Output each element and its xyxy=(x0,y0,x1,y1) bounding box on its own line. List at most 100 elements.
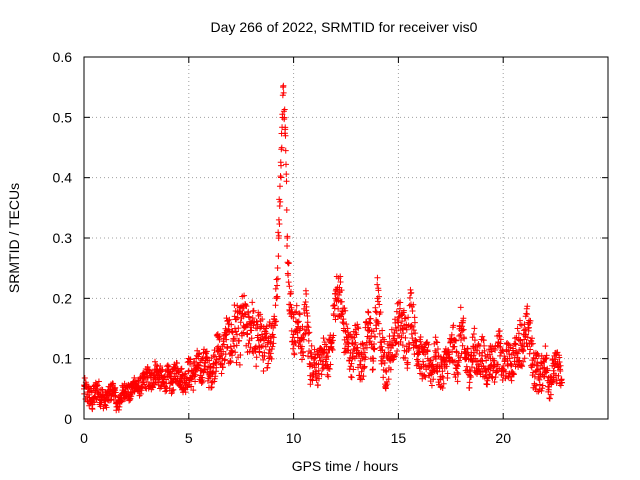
data-point xyxy=(515,358,522,365)
data-point xyxy=(236,361,243,368)
data-point xyxy=(378,360,385,367)
data-point xyxy=(314,381,321,388)
data-point xyxy=(245,340,252,347)
data-point xyxy=(526,350,533,357)
data-point xyxy=(491,361,498,368)
data-point xyxy=(280,89,287,96)
data-point xyxy=(427,357,434,364)
data-point xyxy=(467,373,474,380)
data-point xyxy=(211,375,218,382)
data-point xyxy=(134,382,141,389)
data-point xyxy=(428,382,435,389)
data-point xyxy=(552,372,559,379)
data-point xyxy=(274,275,281,282)
data-point xyxy=(349,355,356,362)
data-point xyxy=(366,319,373,326)
data-point xyxy=(110,385,117,392)
data-point xyxy=(336,289,343,296)
data-point xyxy=(196,350,203,357)
data-point xyxy=(507,344,514,351)
data-point xyxy=(283,171,290,178)
data-point xyxy=(458,336,465,343)
data-point xyxy=(273,295,280,302)
data-point xyxy=(340,325,347,332)
data-point xyxy=(319,365,326,372)
data-point xyxy=(277,173,284,180)
data-point xyxy=(170,386,177,393)
data-point xyxy=(358,350,365,357)
data-point xyxy=(461,348,468,355)
data-point xyxy=(231,335,238,342)
data-point xyxy=(260,356,267,363)
data-point xyxy=(372,333,379,340)
data-point xyxy=(440,380,447,387)
data-point xyxy=(335,291,342,298)
data-point xyxy=(554,361,561,368)
data-point xyxy=(347,363,354,370)
data-point xyxy=(373,325,380,332)
x-tick-label: 20 xyxy=(495,430,511,446)
data-point xyxy=(261,349,268,356)
data-point xyxy=(481,342,488,349)
data-point xyxy=(274,282,281,289)
data-point xyxy=(412,330,419,337)
data-point xyxy=(531,373,538,380)
data-point xyxy=(487,355,494,362)
data-point xyxy=(510,370,517,377)
data-point xyxy=(352,339,359,346)
data-point xyxy=(529,361,536,368)
data-point xyxy=(381,338,388,345)
data-point xyxy=(521,343,528,350)
data-point xyxy=(257,311,264,318)
data-point xyxy=(254,332,261,339)
data-point xyxy=(527,346,534,353)
data-point xyxy=(357,361,364,368)
data-point xyxy=(304,319,311,326)
data-point xyxy=(335,305,342,312)
data-point xyxy=(212,373,219,380)
data-point xyxy=(497,336,504,343)
data-point xyxy=(340,320,347,327)
data-point xyxy=(406,294,413,301)
data-point xyxy=(85,391,92,398)
data-point xyxy=(508,377,515,384)
data-point xyxy=(177,373,184,380)
data-point xyxy=(358,376,365,383)
data-point xyxy=(344,336,351,343)
data-point xyxy=(474,347,481,354)
data-point xyxy=(454,361,461,368)
data-point xyxy=(376,301,383,308)
data-point xyxy=(152,358,159,365)
data-point xyxy=(285,272,292,279)
data-point xyxy=(391,337,398,344)
data-point xyxy=(464,345,471,352)
data-point xyxy=(471,337,478,344)
data-point xyxy=(453,349,460,356)
data-point xyxy=(372,308,379,315)
data-point xyxy=(489,374,496,381)
data-point xyxy=(283,207,290,214)
data-point xyxy=(259,316,266,323)
data-point xyxy=(539,382,546,389)
data-point xyxy=(479,349,486,356)
data-point xyxy=(233,342,240,349)
data-point xyxy=(416,349,423,356)
chart-title: Day 266 of 2022, SRMTID for receiver vis… xyxy=(211,19,478,35)
data-point xyxy=(433,349,440,356)
data-point xyxy=(397,299,404,306)
data-point xyxy=(459,342,466,349)
data-point xyxy=(520,327,527,334)
data-point xyxy=(483,367,490,374)
data-point xyxy=(236,309,243,316)
data-point xyxy=(345,343,352,350)
data-point xyxy=(202,355,209,362)
y-tick-label: 0.4 xyxy=(53,170,73,186)
data-point xyxy=(101,397,108,404)
data-point xyxy=(541,359,548,366)
data-point xyxy=(424,355,431,362)
data-point xyxy=(360,345,367,352)
data-point xyxy=(330,332,337,339)
data-point xyxy=(358,368,365,375)
data-point xyxy=(220,348,227,355)
data-point xyxy=(430,376,437,383)
